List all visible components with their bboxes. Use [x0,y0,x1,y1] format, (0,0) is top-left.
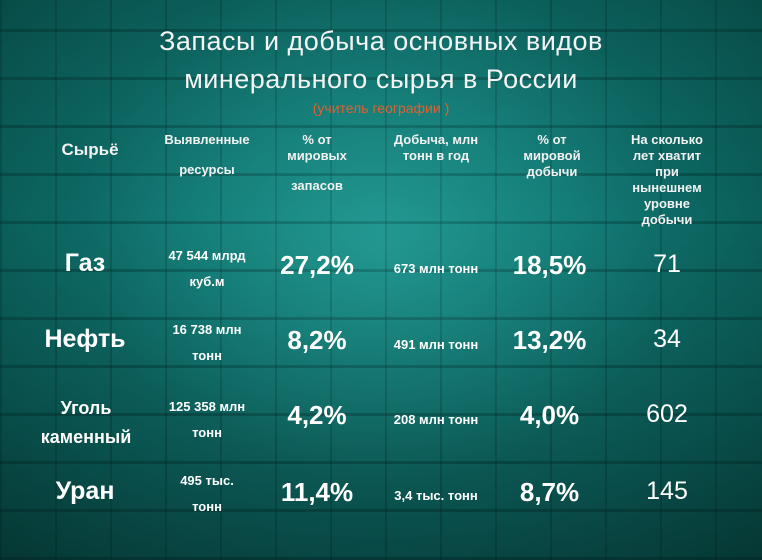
header-years-l5: уровне [643,196,690,211]
row-uranium-pct-reserves: 11,4% [280,477,354,507]
header-years-l1: На сколько [631,132,703,147]
row-uranium-pct-production: 8,7% [519,477,580,507]
row-gas-resources-l2: куб.м [189,274,225,289]
title-line-2: минерального сырья в России [184,64,578,94]
header-years: На сколько лет хватит при нынешнем уровн… [612,132,722,228]
row-gas-pct-production: 18,5% [512,250,587,280]
header-share-l2: мировой [523,148,581,163]
header-reserves-l1: % от [302,132,332,147]
row-coal-resources-l2: тонн [192,425,222,440]
header-years-l4: нынешнем [632,180,702,195]
header-production-l2: тонн в год [402,148,470,163]
row-gas-years: 71 [653,250,681,278]
header-share-l3: добычи [526,164,578,179]
header-reserves: % от мировых запасов [272,132,362,194]
row-oil-pct-production: 13,2% [512,325,587,355]
row-coal-name: Уголь каменный [22,394,150,452]
header-production: Добыча, млн тонн в год [375,132,497,164]
header-years-l3: при [655,164,679,179]
row-uranium-name: Уран [55,477,115,505]
row-oil-resources-l1: 16 738 млн [172,322,242,337]
header-resources-l2: ресурсы [179,162,235,177]
row-coal-name-l1: Уголь [60,398,112,418]
row-gas-production: 673 млн тонн [393,261,479,276]
header-resources: Выявленные ресурсы [142,132,272,178]
row-oil-pct-reserves: 8,2% [287,325,347,355]
row-coal-production: 208 млн тонн [393,412,479,427]
row-oil-name: Нефть [44,325,126,353]
row-uranium-production: 3,4 тыс. тонн [394,488,478,503]
row-coal-resources: 125 358 млн тонн [142,394,272,446]
title-line-1: Запасы и добыча основных видов [159,26,603,56]
row-uranium-years: 145 [646,477,688,505]
credit-subtitle: (учитель географии ) [312,100,450,116]
header-years-l2: лет хватит [632,148,702,163]
row-gas-pct-reserves: 27,2% [280,250,354,280]
row-gas-name: Газ [64,249,106,277]
row-gas-resources-l1: 47 544 млрд [168,248,246,263]
row-coal-pct-production: 4,0% [519,400,580,430]
header-years-l6: добычи [641,212,693,227]
row-coal-years: 602 [646,400,688,428]
row-oil-resources-l2: тонн [192,348,222,363]
header-reserves-l2: мировых [287,148,347,163]
header-resources-l1: Выявленные [164,132,250,147]
row-uranium-resources-l1: 495 тыс. [180,473,234,488]
row-gas-resources: 47 544 млрд куб.м [142,243,272,295]
header-share: % от мировой добычи [502,132,602,180]
header-raw-label: Сырьё [61,140,119,159]
header-share-l1: % от [537,132,567,147]
header-reserves-l3: запасов [291,178,343,193]
row-uranium-resources-l2: тонн [192,499,222,514]
row-coal-pct-reserves: 4,2% [287,400,347,430]
row-oil-production: 491 млн тонн [393,337,479,352]
row-uranium-resources: 495 тыс. тонн [142,468,272,520]
header-raw: Сырьё [30,140,150,159]
header-production-l1: Добыча, млн [393,132,479,147]
row-oil-years: 34 [653,325,681,353]
row-oil-resources: 16 738 млн тонн [142,317,272,369]
row-coal-resources-l1: 125 358 млн [168,399,246,414]
row-coal-name-l2: каменный [40,427,132,447]
